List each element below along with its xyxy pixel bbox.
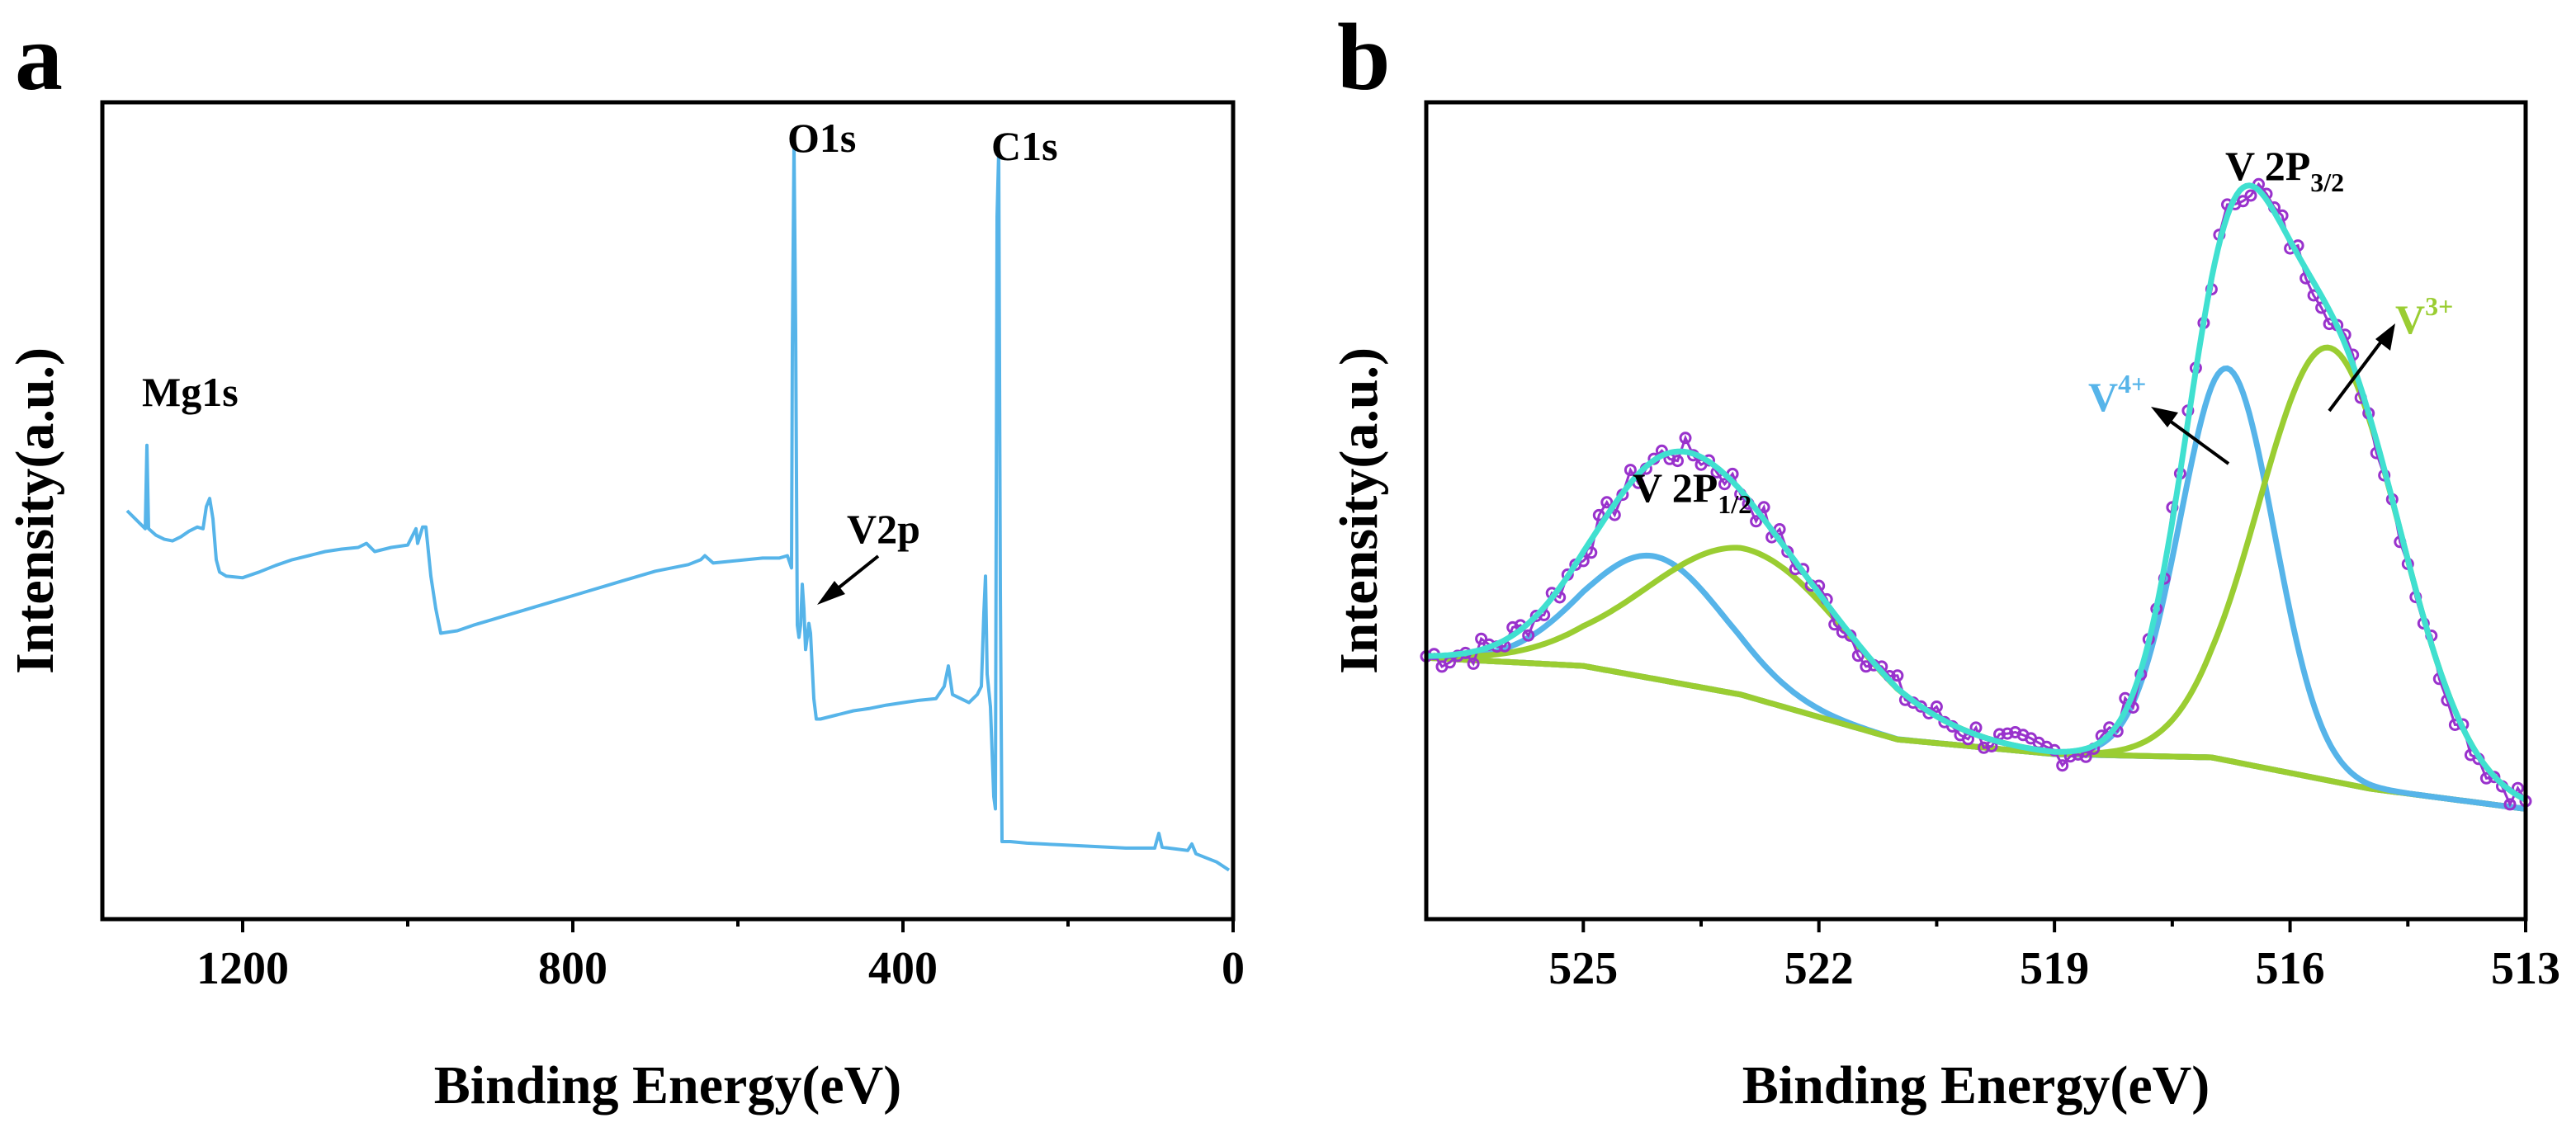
panel-a-x-tick-label: 0 (1222, 943, 1245, 994)
raw-data-line (1425, 182, 2527, 808)
label-v4-plus-sup: 4+ (2118, 369, 2146, 399)
raw-data-point (1529, 610, 1543, 622)
raw-data-point (2479, 771, 2493, 785)
raw-data-point (1860, 660, 1873, 673)
peak-label-v2p-3-2: V 2P3/2 (2225, 143, 2344, 197)
raw-data-point (1600, 496, 1614, 509)
raw-data-point (1930, 700, 1943, 713)
peak-label-v2p-3-2-main: V 2P (2225, 143, 2310, 189)
raw-data-point (1757, 501, 1770, 514)
panel-b: b 525 522 519 516 513 Binding Energy(eV) Int… (1329, 5, 2560, 1115)
raw-data-point (1679, 432, 1692, 445)
raw-data-point (1851, 649, 1865, 663)
raw-data-point (1467, 657, 1480, 670)
panel-b-plot-frame (1424, 100, 2528, 922)
raw-data-point (2056, 759, 2069, 772)
peak-label-v2p-1-2-sub: 1/2 (1718, 489, 1751, 519)
fit-peak-v4-0 (1426, 552, 2526, 812)
raw-data-point (1891, 669, 1904, 682)
peak-label-o1s: O1s (787, 115, 856, 161)
v2p-arrow (817, 554, 880, 605)
panel-a-x-axis-title: Binding Energy(eV) (434, 1055, 902, 1115)
panel-b-x-tick-label: 525 (1548, 943, 1618, 994)
peak-label-v2p-3-2-sub: 3/2 (2310, 167, 2344, 197)
envelope-fit-line (1426, 182, 2527, 803)
peak-label-mg1s: Mg1s (142, 369, 239, 415)
raw-data-point (1718, 478, 1731, 491)
label-v3-plus: V3+ (2395, 291, 2453, 342)
panel-a-x-tick-label: 800 (538, 943, 607, 994)
panel-b-y-axis-title: Intensity(a.u.) (1329, 347, 1389, 674)
survey-spectrum-line (125, 141, 1231, 872)
raw-data-point (2244, 189, 2257, 202)
panel-b-x-tick-label: 513 (2491, 943, 2560, 994)
panel-a-x-tick-label: 400 (868, 943, 938, 994)
v3-plus-arrow (2328, 323, 2395, 413)
raw-data-point (1671, 455, 1684, 468)
raw-data-point (1522, 629, 1535, 642)
raw-data-point (1750, 515, 1763, 528)
raw-data-point (2001, 727, 2014, 740)
panel-b-x-tick-label: 516 (2256, 943, 2325, 994)
fit-peak-v4-2 (1425, 365, 2526, 812)
label-v3-plus-main: V (2395, 296, 2425, 342)
peak-label-v2p: V2p (847, 506, 920, 552)
panel-a-y-axis-title: Intensity(a.u.) (5, 347, 65, 674)
panel-a-label: a (15, 5, 63, 111)
peak-label-c1s: C1s (991, 123, 1058, 169)
peak-label-v2p-1-2: V 2P1/2 (1633, 465, 1751, 519)
label-v4-plus-main: V (2088, 374, 2118, 420)
raw-data-point (2237, 195, 2249, 208)
panel-a: a 1200 800 400 0 Binding Energy(eV) Intensi… (5, 5, 1245, 1115)
raw-data-point (1624, 464, 1637, 477)
fit-peak-v3-3 (1425, 344, 2527, 803)
label-v3-plus-sup: 3+ (2425, 291, 2453, 321)
raw-data-point (2503, 798, 2517, 811)
peak-label-v2p-1-2-main: V 2P (1633, 465, 1718, 511)
raw-data-point (1585, 546, 1598, 559)
panel-a-x-tick-label: 1200 (196, 943, 289, 994)
panel-b-x-tick-label: 519 (2020, 943, 2089, 994)
panel-b-label: b (1337, 5, 1391, 111)
panel-b-x-tick-label: 522 (1784, 943, 1854, 994)
v4-plus-arrow (2151, 407, 2230, 465)
panel-b-x-axis-title: Binding Energy(eV) (1742, 1055, 2210, 1115)
label-v4-plus: V4+ (2088, 369, 2146, 420)
panel-a-plot-frame (100, 100, 1236, 922)
raw-data-point (1978, 741, 1990, 754)
raw-data-point (1475, 632, 1488, 645)
raw-data-point (2079, 750, 2092, 763)
